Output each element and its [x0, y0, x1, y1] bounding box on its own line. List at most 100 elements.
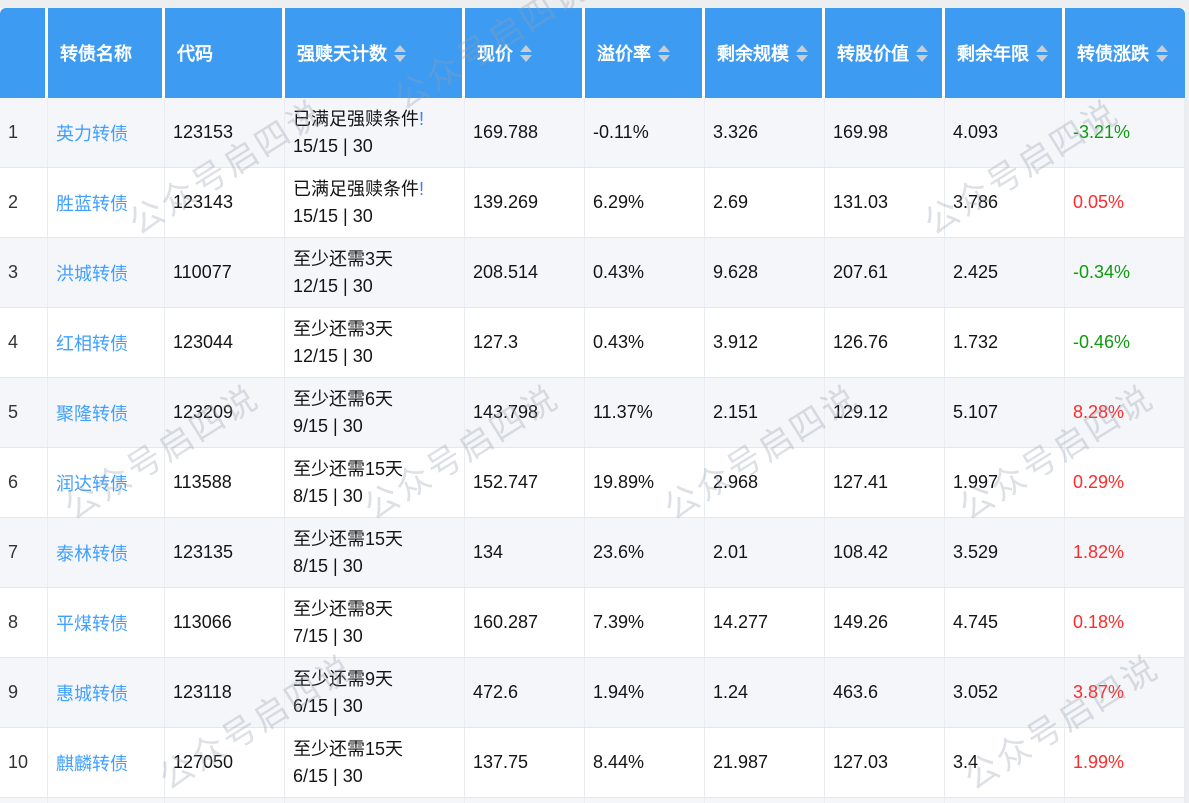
col-label: 转债名称	[60, 44, 132, 64]
bond-code: 123044	[165, 308, 285, 377]
current-price: 208.514	[465, 238, 585, 307]
bond-code: 123153	[165, 98, 285, 167]
col-label: 强赎天计数	[297, 44, 387, 64]
bond-name-link[interactable]: 泰林转债	[56, 543, 128, 564]
sort-icon	[796, 44, 808, 62]
redeem-progress: 6/15 | 30	[293, 695, 363, 716]
remaining-size: 14.277	[705, 588, 825, 657]
bond-name-link[interactable]: 润达转债	[56, 473, 128, 494]
bond-code: 127050	[165, 728, 285, 797]
col-header-code: 代码	[165, 8, 285, 98]
current-price: 152.747	[465, 448, 585, 517]
bond-name-cell: 惠城转债	[48, 658, 165, 727]
row-index: 5	[0, 378, 48, 447]
col-header-remaining-size[interactable]: 剩余规模	[705, 8, 825, 98]
premium-rate: 0.43%	[585, 238, 705, 307]
redeem-status: 至少还需9天	[293, 668, 394, 689]
table-row: 10 麒麟转债 127050 至少还需15天 6/15 | 30 137.75 …	[0, 728, 1185, 798]
remaining-size: 1.24	[705, 658, 825, 727]
bond-code: 113066	[165, 588, 285, 657]
bond-name-cell: 洪城转债	[48, 238, 165, 307]
premium-rate: 1.94%	[585, 658, 705, 727]
remaining-years: 2.425	[945, 238, 1065, 307]
col-header-remaining-years[interactable]: 剩余年限	[945, 8, 1065, 98]
redeem-count-cell: 至少还需9天 6/15 | 30	[285, 658, 465, 727]
remaining-years: 3.529	[945, 518, 1065, 587]
current-price: 160.287	[465, 588, 585, 657]
bond-name-link[interactable]: 惠城转债	[56, 683, 128, 704]
remaining-size: 3.912	[705, 308, 825, 377]
current-price: 169.788	[465, 98, 585, 167]
alert-mark: !	[419, 178, 425, 199]
remaining-size: 2.69	[705, 168, 825, 237]
bond-change: -3.21%	[1065, 98, 1185, 167]
bond-name-link[interactable]: 英力转债	[56, 123, 128, 144]
premium-rate: 6.29%	[585, 168, 705, 237]
col-header-redeem-days[interactable]: 强赎天计数	[285, 8, 465, 98]
redeem-count-cell: 已满足强赎条件! 15/15 | 30	[285, 168, 465, 237]
remaining-years: 1.732	[945, 308, 1065, 377]
current-price: 472.6	[465, 658, 585, 727]
bond-name-link[interactable]: 麒麟转债	[56, 753, 128, 774]
current-price: 139.269	[465, 168, 585, 237]
bond-name-link[interactable]: 洪城转债	[56, 263, 128, 284]
row-index: 7	[0, 518, 48, 587]
row-index: 4	[0, 308, 48, 377]
current-price: 127.3	[465, 308, 585, 377]
sort-icon	[1156, 44, 1168, 62]
bond-code: 123135	[165, 518, 285, 587]
conversion-value: 127.41	[825, 448, 945, 517]
redeem-status: 至少还需8天	[293, 598, 394, 619]
col-header-price[interactable]: 现价	[465, 8, 585, 98]
remaining-size: 2.01	[705, 518, 825, 587]
bond-name-link[interactable]: 平煤转债	[56, 613, 128, 634]
redeem-progress: 6/15 | 30	[293, 765, 363, 786]
page-right-margin	[1185, 0, 1189, 803]
col-header-bond-change[interactable]: 转债涨跌	[1065, 8, 1185, 98]
remaining-size: 2.151	[705, 378, 825, 447]
remaining-years: 5.107	[945, 378, 1065, 447]
col-header-bond-name: 转债名称	[48, 8, 165, 98]
table-row: 3 洪城转债 110077 至少还需3天 12/15 | 30 208.514 …	[0, 238, 1185, 308]
col-label: 转债涨跌	[1077, 44, 1149, 64]
table-row: 9 惠城转债 123118 至少还需9天 6/15 | 30 472.6 1.9…	[0, 658, 1185, 728]
remaining-size: 9.628	[705, 238, 825, 307]
bond-name-cell: 润达转债	[48, 448, 165, 517]
redeem-status: 至少还需15天	[293, 458, 404, 479]
remaining-size: 21.987	[705, 728, 825, 797]
partial-next-row	[0, 798, 1185, 803]
col-header-conversion-value[interactable]: 转股价值	[825, 8, 945, 98]
redeem-count-cell: 至少还需6天 9/15 | 30	[285, 378, 465, 447]
sort-icon	[916, 44, 928, 62]
redeem-status: 至少还需6天	[293, 388, 394, 409]
redeem-count-cell: 至少还需15天 6/15 | 30	[285, 728, 465, 797]
redeem-count-cell: 至少还需15天 8/15 | 30	[285, 448, 465, 517]
col-label: 剩余年限	[957, 44, 1029, 64]
remaining-size: 2.968	[705, 448, 825, 517]
bond-change: 1.99%	[1065, 728, 1185, 797]
redeem-count-cell: 至少还需3天 12/15 | 30	[285, 308, 465, 377]
bond-change: 3.87%	[1065, 658, 1185, 727]
row-index: 10	[0, 728, 48, 797]
remaining-years: 1.997	[945, 448, 1065, 517]
bond-name-link[interactable]: 胜蓝转债	[56, 193, 128, 214]
bond-name-link[interactable]: 红相转债	[56, 333, 128, 354]
sort-icon	[658, 44, 670, 62]
remaining-years: 4.745	[945, 588, 1065, 657]
redeem-progress: 8/15 | 30	[293, 485, 363, 506]
premium-rate: 11.37%	[585, 378, 705, 447]
bond-name-cell: 胜蓝转债	[48, 168, 165, 237]
conversion-value: 207.61	[825, 238, 945, 307]
redeem-status: 至少还需15天	[293, 738, 404, 759]
col-header-premium-rate[interactable]: 溢价率	[585, 8, 705, 98]
bond-name-cell: 聚隆转债	[48, 378, 165, 447]
remaining-years: 3.786	[945, 168, 1065, 237]
col-label: 剩余规模	[717, 44, 789, 64]
redeem-status: 至少还需3天	[293, 248, 394, 269]
bond-name-link[interactable]: 聚隆转债	[56, 403, 128, 424]
redeem-count-cell: 至少还需3天 12/15 | 30	[285, 238, 465, 307]
bond-name-cell: 平煤转债	[48, 588, 165, 657]
bond-change: 0.18%	[1065, 588, 1185, 657]
col-label: 现价	[477, 44, 513, 64]
